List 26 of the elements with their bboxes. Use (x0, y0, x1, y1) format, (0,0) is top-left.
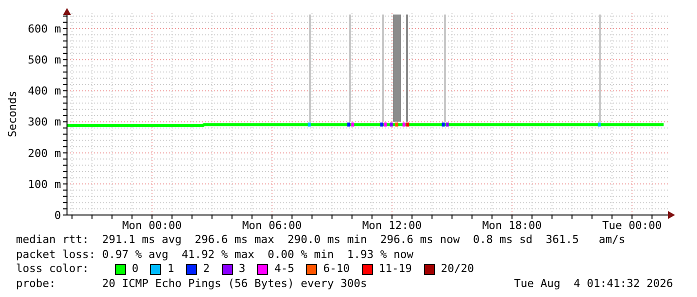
legend-label: 2 (203, 262, 210, 276)
y-tick-label: 300 m (28, 116, 62, 129)
x-tick-label: Mon 12:00 (362, 218, 422, 232)
y-tick-label: 100 m (28, 178, 62, 191)
legend-label: 20/20 (440, 262, 474, 276)
legend-label: 4-5 (274, 262, 294, 276)
legend-title: loss color: (16, 262, 89, 276)
y-tick-label: 500 m (28, 54, 62, 67)
y-tick-label: 600 m (28, 22, 62, 36)
y-tick-label: 0 (54, 208, 61, 222)
y-tick-label: 200 m (28, 146, 62, 160)
legend-label: 11-19 (378, 262, 412, 276)
text: Tue Aug 4 01:41:32 2026 (514, 276, 673, 291)
text: probe: 20 ICMP Echo Pings (56 Bytes) every 300s (16, 276, 367, 291)
legend-label: 1 (167, 262, 174, 276)
text: median rtt: 291.1 ms avg 296.6 ms max 290.0 ms min 296.6 ms now 0.8 ms sd 361.5 am/s (16, 233, 626, 248)
y-tick-label: 400 m (28, 84, 62, 98)
legend-label: 3 (238, 262, 246, 276)
text: packet loss: 0.97 % avg 41.92 % max 0.00 % min 1.93 % now (16, 248, 414, 262)
x-tick-label: Mon 18:00 (482, 218, 542, 232)
x-tick-label: Tue 00:00 (602, 218, 662, 232)
x-tick-label: Mon 06:00 (242, 218, 302, 232)
legend-label: 6-10 (323, 262, 350, 276)
legend-label: 0 (132, 262, 138, 276)
y-axis-title: Seconds (6, 90, 19, 138)
x-tick-label: Mon 00:00 (122, 218, 182, 232)
